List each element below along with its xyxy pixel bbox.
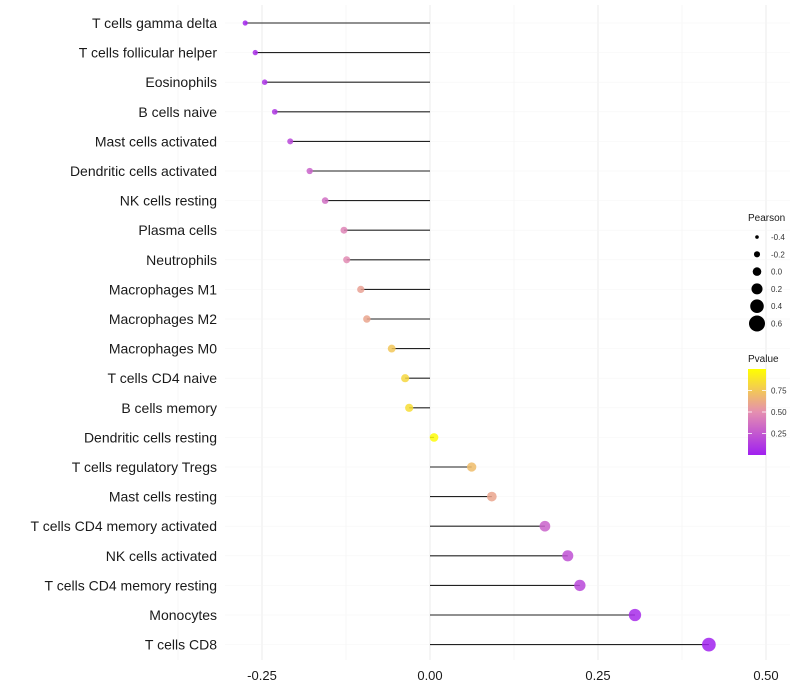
y-tick-label: T cells regulatory Tregs xyxy=(72,459,217,475)
legend-pvalue: Pvalue 0.25 0.50 0.75 xyxy=(748,354,787,455)
data-point xyxy=(321,197,329,204)
legend-size-label: 0.6 xyxy=(771,320,783,329)
x-tick-label: 0.50 xyxy=(753,668,778,683)
y-tick-label: T cells gamma delta xyxy=(92,15,217,31)
legend-size-key xyxy=(748,315,766,332)
y-tick-label: Macrophages M0 xyxy=(109,341,217,357)
y-tick-label: Monocytes xyxy=(149,607,217,623)
legend-size-key xyxy=(750,299,764,313)
y-tick-label: Neutrophils xyxy=(146,252,217,268)
data-point xyxy=(387,344,396,353)
legend-pvalue-label: 0.25 xyxy=(771,430,787,439)
data-point xyxy=(357,285,365,294)
legend-pvalue-colorbar xyxy=(748,369,766,455)
y-tick-label: T cells CD4 memory activated xyxy=(31,518,217,534)
data-point xyxy=(702,637,716,652)
y-tick-label: NK cells activated xyxy=(106,548,217,564)
legend-size-key xyxy=(751,283,763,295)
legend-size-key xyxy=(755,235,759,239)
legend-size-label: 0.2 xyxy=(771,285,783,294)
y-tick-label: T cells follicular helper xyxy=(79,45,218,61)
legend-size-key xyxy=(753,251,761,258)
y-tick-label: Macrophages M1 xyxy=(109,281,217,297)
legend-size-label: -0.4 xyxy=(771,233,785,242)
stems xyxy=(245,22,709,646)
data-point xyxy=(466,462,477,472)
x-tick-label: -0.25 xyxy=(247,668,277,683)
legend-size-label: -0.2 xyxy=(771,250,785,259)
data-point xyxy=(252,49,258,56)
x-axis-ticks: -0.25 0.00 0.25 0.50 xyxy=(247,668,778,683)
points xyxy=(242,20,716,652)
data-point xyxy=(539,520,551,532)
y-axis-labels: T cells gamma delta T cells follicular he… xyxy=(31,15,218,653)
legend-size-label: 0.0 xyxy=(771,268,783,277)
data-point xyxy=(340,226,348,234)
y-tick-label: B cells naive xyxy=(138,104,217,120)
y-tick-label: Plasma cells xyxy=(138,222,217,238)
data-point xyxy=(287,138,294,145)
data-point xyxy=(306,167,313,175)
data-point xyxy=(405,403,414,412)
x-tick-label: 0.00 xyxy=(417,668,442,683)
y-tick-label: Dendritic cells resting xyxy=(84,429,217,445)
y-tick-label: Mast cells resting xyxy=(109,489,217,505)
y-tick-label: Mast cells activated xyxy=(95,133,217,149)
data-point xyxy=(343,256,351,264)
legend-pvalue-label: 0.50 xyxy=(771,408,787,417)
legend-pvalue-label: 0.75 xyxy=(771,387,787,396)
data-point xyxy=(363,315,371,323)
data-point xyxy=(628,608,642,622)
legend-size-key xyxy=(752,267,762,276)
legend-pearson: Pearson -0.4 -0.2 0.0 0.2 0.4 0.6 xyxy=(748,213,785,332)
legend-pearson-title: Pearson xyxy=(748,213,785,224)
data-point xyxy=(486,491,497,502)
data-point xyxy=(401,374,410,383)
y-tick-label: T cells CD4 naive xyxy=(108,370,218,386)
data-point xyxy=(429,433,439,442)
y-tick-label: Eosinophils xyxy=(145,74,217,90)
grid-lines xyxy=(177,5,790,660)
data-point xyxy=(242,20,248,26)
data-point xyxy=(562,550,574,562)
y-tick-label: T cells CD8 xyxy=(145,637,217,653)
legend-size-label: 0.4 xyxy=(771,302,783,311)
y-tick-label: Dendritic cells activated xyxy=(70,163,217,179)
legend-pvalue-title: Pvalue xyxy=(748,354,779,365)
y-tick-label: B cells memory xyxy=(121,400,217,416)
y-tick-label: Macrophages M2 xyxy=(109,311,217,327)
data-point xyxy=(574,579,586,592)
x-tick-label: 0.25 xyxy=(585,668,610,683)
y-tick-label: NK cells resting xyxy=(120,193,217,209)
data-point xyxy=(261,79,268,85)
y-tick-label: T cells CD4 memory resting xyxy=(45,577,217,593)
data-point xyxy=(271,108,278,115)
